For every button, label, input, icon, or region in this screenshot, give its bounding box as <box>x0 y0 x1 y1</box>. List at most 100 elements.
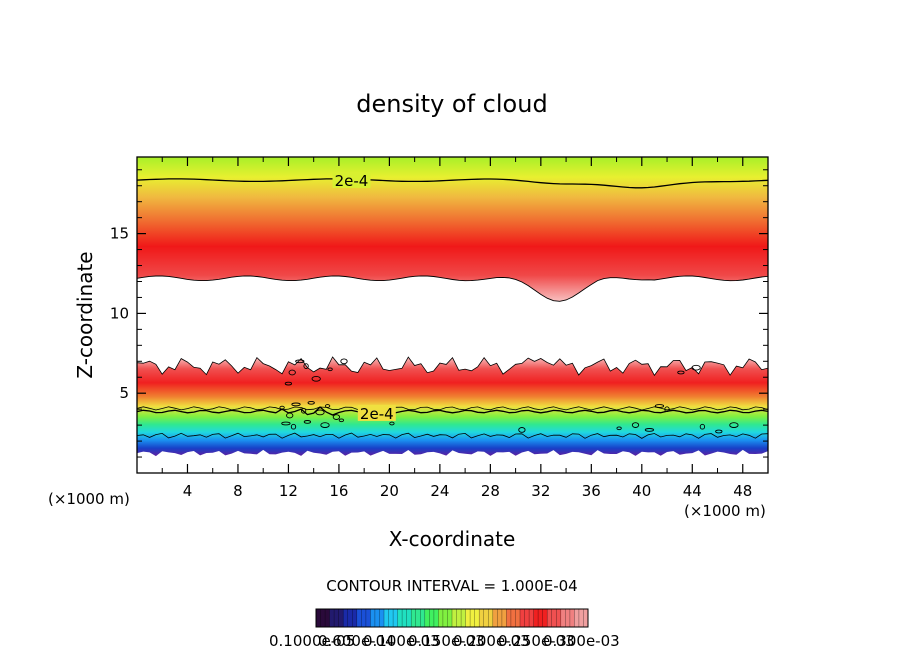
contour-interval: CONTOUR INTERVAL = 1.000E-04 <box>326 577 577 595</box>
contour-loop <box>664 406 670 413</box>
contour-loop <box>303 363 309 369</box>
x-tick-label: 12 <box>279 482 298 500</box>
colorbar-label: 0.600e-04 <box>318 632 395 650</box>
x-tick-label: 44 <box>683 482 702 500</box>
contour-line-lower-bottom <box>137 406 768 439</box>
upper-cloud-band <box>137 157 768 302</box>
contour-loop <box>291 402 301 407</box>
colorbar-label: 0.100e-03 <box>363 632 440 650</box>
colorbar-swatch <box>465 609 480 627</box>
contour-loop <box>286 412 294 419</box>
x-tick-label: 40 <box>632 482 651 500</box>
chart-title: density of cloud <box>356 90 547 118</box>
contour-line-upper <box>137 178 768 189</box>
colorbar-labels: 0.600e-040.100e-030.150e-030.200e-030.25… <box>318 632 620 650</box>
contour-loop <box>644 428 655 432</box>
contour-loop <box>303 420 312 424</box>
x-axis-ticks: 4 8 12 16 20 24 28 32 36 40 44 48 <box>161 157 752 500</box>
contour-loop <box>327 367 333 372</box>
contour-label: 2e-4 <box>335 172 369 190</box>
contour-loop <box>677 370 685 375</box>
x-tick-label: 16 <box>329 482 348 500</box>
x-axis-label: X-coordinate <box>389 527 516 551</box>
colorbar-swatch <box>343 609 358 627</box>
colorbar <box>315 608 589 628</box>
contour-loop <box>315 409 325 416</box>
contour-loop <box>290 423 297 430</box>
colorbar-swatch <box>438 609 453 627</box>
contour-loop <box>654 404 665 408</box>
colorbar-swatch <box>574 609 589 627</box>
colorbar-label: 0.300e-03 <box>543 632 620 650</box>
colorbar-label: 0.150e-03 <box>408 632 485 650</box>
contour-loop <box>389 421 395 426</box>
contour-loop <box>320 422 330 428</box>
colorbar-swatch <box>329 609 344 627</box>
contour-loop <box>279 405 285 410</box>
x-unit-left: (×1000 m) <box>48 490 130 508</box>
contour-label: 2e-4 <box>360 405 394 423</box>
contour-loop <box>284 381 293 386</box>
contour-label-bg <box>332 171 371 188</box>
contour-labels: 2e-4 2e-4 <box>332 171 396 423</box>
contour-loop <box>338 418 345 423</box>
contour-loop <box>295 359 305 364</box>
plot-frame <box>136 156 769 474</box>
x-tick-label: 36 <box>582 482 601 500</box>
x-tick-label: 48 <box>733 482 752 500</box>
contour-loop <box>699 423 706 430</box>
colorbar-label-start: 0.1000e-05 <box>269 632 355 650</box>
colorbar-swatch <box>492 609 507 627</box>
contour-loop <box>307 400 315 405</box>
contour-loop <box>281 421 291 426</box>
plot-area: 2e-4 2e-4 <box>137 157 768 457</box>
colorbar-swatch <box>479 609 494 627</box>
colorbar-swatch <box>316 609 330 627</box>
contour-loop <box>288 369 296 376</box>
colorbar-swatch <box>356 609 371 627</box>
contour-loop <box>715 429 723 434</box>
y-tick-label: 5 <box>119 384 129 402</box>
colorbar-swatch <box>370 609 385 627</box>
contour-loop <box>691 364 701 371</box>
contour-loop <box>324 404 331 408</box>
colorbar-swatch <box>547 609 562 627</box>
x-tick-label: 32 <box>531 482 550 500</box>
colorbar-swatch <box>506 609 521 627</box>
y-tick-label: 10 <box>110 304 129 322</box>
colorbar-swatch <box>520 609 534 627</box>
colorbar-swatch <box>533 609 548 627</box>
contour-line-lower <box>137 406 768 416</box>
contour-label-bg <box>357 404 396 421</box>
y-axis-label: Z-coordinate <box>73 251 97 378</box>
contour-line-lower-top <box>137 356 768 377</box>
contour-loop <box>340 358 348 365</box>
y-tick-label: 15 <box>110 225 129 243</box>
colorbar-label: 0.250e-03 <box>498 632 575 650</box>
colorbar-frame <box>315 608 589 628</box>
x-tick-label: 24 <box>430 482 449 500</box>
x-unit-right: (×1000 m) <box>684 502 766 520</box>
x-tick-label: 8 <box>233 482 243 500</box>
colorbar-swatch <box>452 609 466 627</box>
contour-loop <box>311 375 321 382</box>
lower-cloud-band <box>137 357 768 457</box>
colorbar-label: 0.200e-03 <box>453 632 530 650</box>
colorbar-swatch <box>397 609 412 627</box>
x-tick-label: 4 <box>183 482 193 500</box>
contour-loop <box>631 422 640 428</box>
y-axis-ticks: 5 10 15 <box>110 169 768 458</box>
contour-line-upper-edge <box>137 275 768 302</box>
colorbar-swatch <box>411 609 426 627</box>
contour-loop <box>518 427 526 433</box>
colorbar-swatch <box>384 609 398 627</box>
small-contour-cluster <box>279 358 739 434</box>
colorbar-swatch <box>560 609 575 627</box>
contour-loop <box>729 422 739 428</box>
contour-loop <box>300 407 307 414</box>
colorbar-swatch <box>424 609 439 627</box>
x-tick-label: 20 <box>380 482 399 500</box>
contour-loop <box>616 426 622 431</box>
